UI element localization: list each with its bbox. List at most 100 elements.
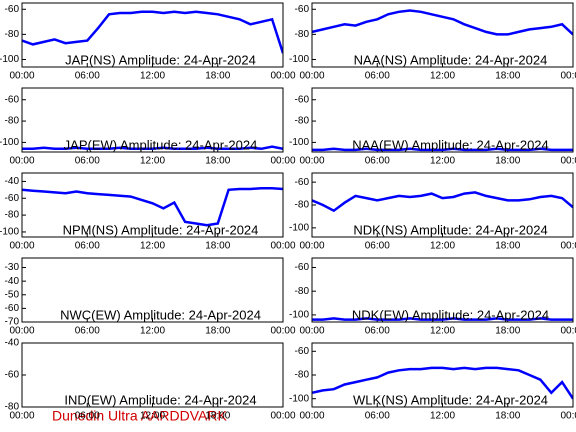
x-tick-label: 18:00 [205,71,230,82]
y-tick-label: -60 [5,193,20,204]
y-tick-label: -80 [5,402,20,413]
x-tick-label: 12:00 [430,326,455,337]
x-tick-label: 00:00 [9,156,34,167]
y-tick-label: -100 [289,222,309,233]
plot-frame [311,257,574,323]
data-line [312,191,573,213]
y-tick-label: -100 [0,137,19,148]
y-tick-label: -80 [295,116,310,127]
panel-title: NPM(NS) Amplitude: 24-Apr-2024 [63,222,259,237]
y-tick-label: -100 [289,137,309,148]
x-tick-label: 00:00 [270,326,295,337]
panel-title: NWC(EW) Amplitude: 24-Apr-2024 [60,307,261,322]
y-tick-label: -80 [5,116,20,127]
data-line [312,9,573,36]
data-line [22,145,283,151]
data-line [312,366,573,400]
x-tick-label: 12:00 [430,71,455,82]
x-tick-label: 00:00 [299,326,324,337]
x-tick-label: 18:00 [205,326,230,337]
plot-frame [21,257,284,323]
panel-title: NAA(EW) Amplitude: 24-Apr-2024 [352,137,549,152]
x-tick-label: 18:00 [205,241,230,252]
y-tick-label: -60 [295,262,310,273]
data-line [22,10,283,54]
panel-title: JAP(NS) Amplitude: 24-Apr-2024 [65,52,256,67]
panel-title: JAP(EW) Amplitude: 24-Apr-2024 [64,137,258,152]
panel-title: NAA(NS) Amplitude: 24-Apr-2024 [354,52,548,67]
x-tick-label: 12:00 [140,241,165,252]
data-line [22,186,283,227]
y-tick-label: -30 [5,262,20,273]
x-tick-label: 18:00 [495,241,520,252]
x-tick-label: 12:00 [140,156,165,167]
y-tick-label: -40 [5,276,20,287]
x-tick-label: 00:00 [560,241,576,252]
x-tick-label: 18:00 [205,156,230,167]
y-tick-label: -60 [5,4,20,15]
plot-frame [21,342,284,408]
x-tick-label: 18:00 [495,411,520,422]
x-tick-label: 12:00 [140,71,165,82]
y-tick-label: -100 [289,54,309,65]
x-tick-label: 12:00 [430,156,455,167]
y-tick-label: -60 [295,94,310,105]
panel-title: IND(EW) Amplitude: 24-Apr-2024 [64,392,256,407]
y-tick-label: -80 [295,29,310,40]
y-tick-label: -60 [5,303,20,314]
y-tick-label: -60 [295,346,310,357]
x-tick-label: 12:00 [140,411,165,422]
x-tick-label: 06:00 [75,326,100,337]
y-tick-label: -70 [5,317,20,328]
plot-frame [311,87,574,153]
x-tick-label: 00:00 [9,411,34,422]
y-tick-label: -100 [0,54,19,65]
x-tick-label: 00:00 [9,326,34,337]
x-tick-label: 12:00 [430,241,455,252]
x-tick-label: 00:00 [299,411,324,422]
data-line [312,317,573,321]
y-tick-label: -100 [0,227,19,238]
y-tick-label: -50 [5,289,20,300]
y-tick-label: -40 [5,338,20,349]
y-tick-label: -80 [5,210,20,221]
plot-frame [21,87,284,153]
x-tick-label: 18:00 [205,411,230,422]
data-line [312,147,573,152]
y-tick-label: -60 [5,370,20,381]
plot-frame [21,2,284,68]
y-tick-label: -60 [295,177,310,188]
x-tick-label: 06:00 [75,241,100,252]
x-tick-label: 00:00 [299,156,324,167]
plot-frame [311,2,574,68]
x-tick-label: 00:00 [270,71,295,82]
y-tick-label: -80 [295,200,310,211]
x-tick-label: 06:00 [365,411,390,422]
panel-title: NDK(NS) Amplitude: 24-Apr-2024 [353,222,547,237]
x-tick-label: 00:00 [560,156,576,167]
plot-frame [311,342,574,408]
y-tick-label: -80 [295,286,310,297]
panel-title: NDK(EW) Amplitude: 24-Apr-2024 [352,307,549,322]
plot-frame [311,172,574,238]
x-tick-label: 12:00 [430,411,455,422]
y-tick-label: -60 [5,94,20,105]
x-tick-label: 00:00 [270,241,295,252]
x-tick-label: 18:00 [495,326,520,337]
y-tick-label: -100 [289,393,309,404]
x-tick-label: 00:00 [270,156,295,167]
x-tick-label: 00:00 [299,241,324,252]
x-tick-label: 00:00 [560,326,576,337]
panel-title: WLK(NS) Amplitude: 24-Apr-2024 [353,392,548,407]
x-tick-label: 00:00 [270,411,295,422]
x-tick-label: 06:00 [75,156,100,167]
x-tick-label: 06:00 [365,156,390,167]
x-tick-label: 06:00 [75,71,100,82]
x-tick-label: 18:00 [495,156,520,167]
x-tick-label: 12:00 [140,326,165,337]
footer: Dunedin Ultra AARDDVARK [52,408,227,424]
y-tick-label: -40 [5,176,20,187]
y-tick-label: -80 [295,370,310,381]
